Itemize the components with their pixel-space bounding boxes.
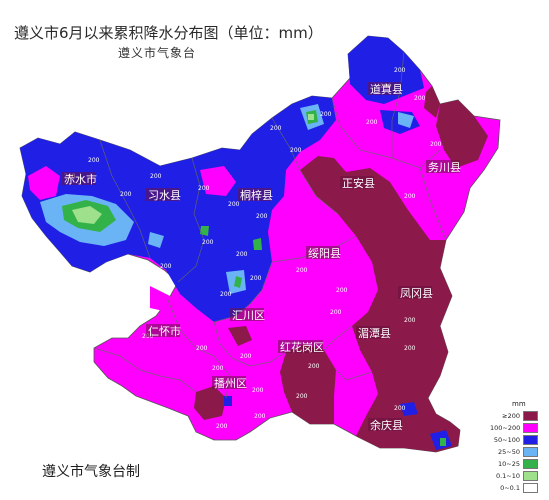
county-label-renhuai: 仁怀市: [148, 324, 181, 338]
legend-unit: mm: [512, 400, 526, 408]
contour-label: 200: [256, 213, 268, 220]
contour-label: 200: [394, 405, 406, 412]
legend-label: 50~100: [493, 436, 520, 444]
legend-swatch: [523, 471, 538, 481]
contour-label: 200: [124, 305, 136, 312]
county-label-meitan: 湄潭县: [358, 327, 391, 340]
contour-label: 200: [308, 363, 320, 370]
contour-label: 200: [336, 287, 348, 294]
contour-label: 200: [290, 147, 302, 154]
band-ge-200: [194, 86, 488, 452]
map-subtitle: 遵义市气象台: [118, 46, 197, 60]
legend-item: 0~0.1: [490, 482, 542, 494]
legend-swatch: [523, 411, 538, 421]
contour-label: 200: [240, 353, 252, 360]
legend-swatch: [523, 435, 538, 445]
legend-item: 50~100: [490, 434, 542, 446]
legend-label: ≥200: [502, 412, 520, 420]
map-title: 遵义市6月以来累积降水分布图（单位：mm）: [14, 24, 323, 42]
contour-label: 200: [216, 423, 228, 430]
legend-label: 10~25: [498, 460, 520, 468]
county-labels: 道真县 务川县 正安县 习水县 桐梓县 赤水市 绥阳县 凤冈县 汇川区 湄潭县 …: [62, 82, 461, 432]
legend-swatch: [523, 483, 538, 493]
legend-swatch: [523, 447, 538, 457]
contour-label: 200: [220, 291, 232, 298]
contour-label: 200: [196, 345, 208, 352]
legend: mm ≥200 100~200 50~100 25~50 10~25 0.1~1…: [490, 400, 542, 494]
contour-label: 200: [250, 275, 262, 282]
contour-labels: 200 200 200 200 200 200 200 200 200 200 …: [64, 67, 442, 430]
band-100-200-patches: [28, 112, 384, 312]
county-label-zhengan: 正安县: [342, 176, 375, 190]
contour-label: 200: [330, 309, 342, 316]
county-label-huichuan: 汇川区: [232, 309, 265, 322]
contour-label: 200: [296, 267, 308, 274]
legend-item: 25~50: [490, 446, 542, 458]
county-label-wuchuan: 务川县: [428, 161, 461, 174]
contour-label: 200: [228, 201, 240, 208]
contour-label: 200: [88, 157, 100, 164]
county-label-suiyang: 绥阳县: [308, 247, 341, 260]
county-label-fenggang: 凤冈县: [400, 287, 433, 300]
band-10-25-spots: [440, 438, 446, 446]
legend-label: 0.1~10: [495, 472, 520, 480]
contour-label: 200: [366, 119, 378, 126]
contour-label: 200: [320, 111, 332, 118]
county-label-honghuagang: 红花岗区: [280, 341, 324, 354]
contour-label: 200: [430, 141, 442, 148]
legend-label: 25~50: [498, 448, 520, 456]
contour-label: 200: [404, 345, 416, 352]
county-label-yuqing: 余庆县: [370, 418, 403, 432]
county-label-xishui: 习水县: [148, 189, 181, 202]
contour-label: 200: [252, 387, 264, 394]
legend-item: 0.1~10: [490, 470, 542, 482]
contour-label: 200: [404, 193, 416, 200]
contour-label: 200: [236, 251, 248, 258]
contour-label: 200: [202, 239, 214, 246]
contour-label: 200: [120, 191, 132, 198]
legend-item: 10~25: [490, 458, 542, 470]
contour-label: 200: [404, 317, 416, 324]
county-label-bozhou: 播州区: [214, 376, 247, 390]
contour-label: 200: [160, 263, 172, 270]
contour-label: 200: [150, 173, 162, 180]
county-label-tongzi: 桐梓县: [240, 188, 273, 202]
legend-swatch: [523, 423, 538, 433]
legend-label: 100~200: [490, 424, 521, 432]
contour-label: 200: [414, 95, 426, 102]
legend-label: 0~0.1: [500, 484, 520, 492]
county-label-daozhen: 道真县: [370, 82, 403, 96]
legend-item: ≥200: [490, 410, 542, 422]
contour-label: 200: [296, 393, 308, 400]
map-credit: 遵义市气象台制: [42, 464, 140, 480]
contour-label: 200: [254, 413, 266, 420]
contour-label: 200: [394, 67, 406, 74]
contour-label: 200: [270, 125, 282, 132]
county-label-chishui: 赤水市: [64, 172, 97, 186]
legend-item: 100~200: [490, 422, 542, 434]
contour-label: 200: [212, 365, 224, 372]
contour-label: 200: [198, 185, 210, 192]
band-0.1-10: [72, 114, 314, 224]
legend-swatch: [523, 459, 538, 469]
